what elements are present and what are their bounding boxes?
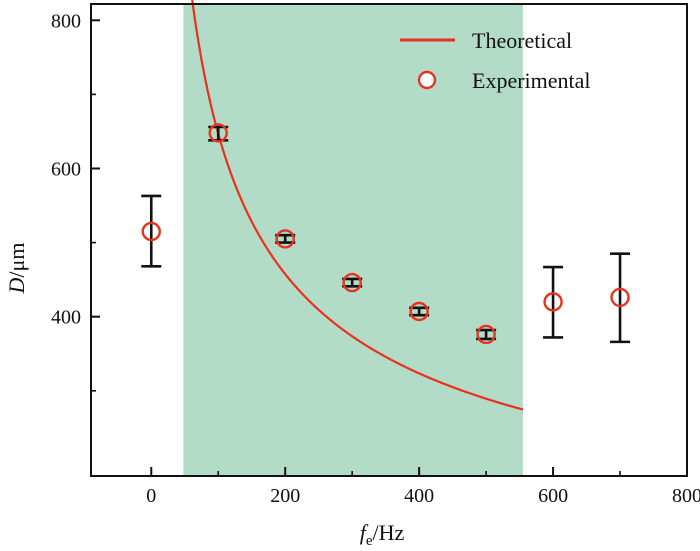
data-marker — [208, 123, 228, 143]
x-axis-title: fe/Hz — [360, 520, 405, 549]
y-axis-title: D/μm — [4, 243, 29, 295]
data-marker — [543, 292, 563, 312]
data-point — [610, 252, 631, 344]
y-tick-label: 800 — [51, 10, 81, 32]
data-marker — [409, 301, 429, 322]
plot-frame — [90, 3, 688, 477]
data-point — [342, 272, 363, 293]
x-tick-label: 400 — [404, 485, 434, 507]
experimental-points — [141, 123, 631, 345]
data-point — [141, 194, 162, 268]
legend-marker-swatch — [417, 70, 437, 90]
data-marker — [342, 272, 362, 293]
data-marker — [610, 287, 630, 308]
legend-label-experimental: Experimental — [472, 68, 591, 93]
data-point — [275, 229, 296, 249]
theoretical-curve — [191, 0, 524, 411]
x-tick-label: 800 — [672, 485, 700, 507]
y-tick-label: 400 — [51, 307, 81, 329]
data-point — [543, 265, 564, 339]
shaded-region — [183, 4, 523, 476]
x-tick-label: 600 — [538, 485, 568, 507]
data-point — [208, 123, 229, 143]
data-marker — [476, 324, 496, 345]
x-tick-label: 200 — [270, 485, 300, 507]
data-marker — [141, 221, 161, 242]
data-marker — [275, 229, 295, 249]
data-point — [476, 324, 497, 345]
legend: Theoretical Experimental — [400, 28, 591, 93]
x-tick-label: 0 — [146, 485, 156, 507]
y-tick-label: 600 — [51, 158, 81, 180]
data-point — [409, 301, 430, 322]
legend-label-theoretical: Theoretical — [472, 28, 572, 53]
